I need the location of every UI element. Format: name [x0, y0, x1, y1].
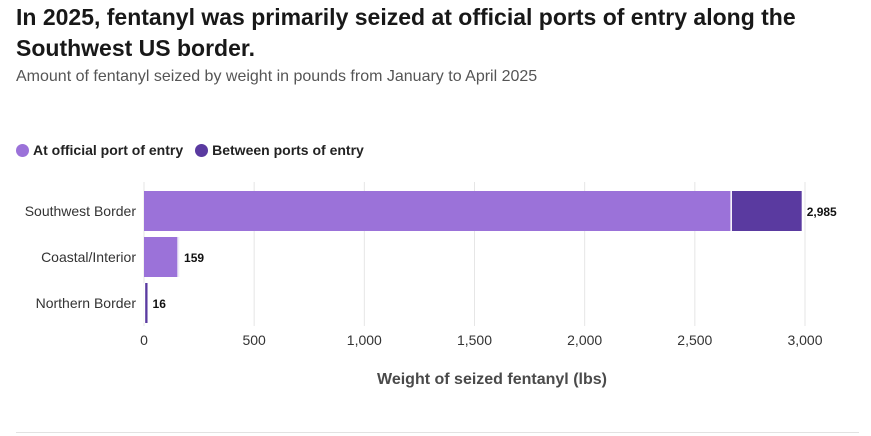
bottom-divider — [16, 432, 859, 433]
x-axis-label: Weight of seized fentanyl (lbs) — [377, 371, 607, 388]
x-tick-label: 3,000 — [787, 332, 822, 348]
legend-item-between: Between ports of entry — [195, 142, 364, 158]
legend-item-port: At official port of entry — [16, 142, 183, 158]
legend: At official port of entry Between ports … — [16, 142, 364, 158]
bar-segment-port — [144, 237, 179, 277]
chart-title: In 2025, fentanyl was primarily seized a… — [16, 4, 796, 61]
x-tick-label: 2,000 — [567, 332, 602, 348]
x-tick-label: 500 — [242, 332, 266, 348]
legend-label-port: At official port of entry — [33, 142, 184, 158]
x-tick-label: 2,500 — [677, 332, 712, 348]
chart-subtitle: Amount of fentanyl seized by weight in p… — [16, 68, 538, 85]
total-data-label: 2,985 — [807, 205, 837, 219]
category-label: Coastal/Interior — [41, 249, 136, 265]
bar-segment-between — [731, 191, 802, 231]
total-data-label: 16 — [153, 297, 167, 311]
x-tick-label: 1,500 — [457, 332, 492, 348]
legend-label-between: Between ports of entry — [212, 142, 364, 158]
legend-swatch-between — [195, 143, 209, 157]
bar-segment-between — [144, 283, 148, 323]
x-tick-label: 0 — [140, 332, 148, 348]
category-label: Northern Border — [36, 295, 137, 311]
labels: 0 500 1,000 1,500 2,000 2,500 3,000 Southwest B… — [25, 203, 837, 348]
bars — [143, 191, 802, 323]
bar-segment-port — [144, 191, 732, 231]
total-data-label: 159 — [184, 251, 204, 265]
category-label: Southwest Border — [25, 203, 137, 219]
legend-swatch-port — [16, 143, 29, 157]
x-tick-label: 1,000 — [347, 332, 382, 348]
